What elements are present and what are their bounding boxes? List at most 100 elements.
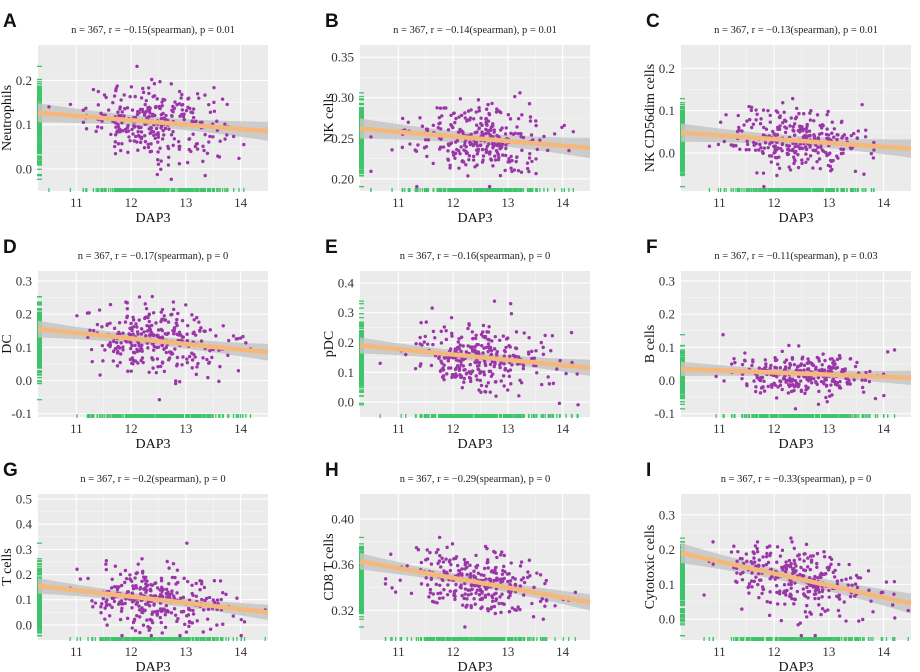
data-point [133,134,138,139]
data-point [465,119,469,123]
data-point [185,160,190,165]
data-point [441,145,446,149]
data-point [459,145,463,149]
data-point [513,94,517,99]
data-point [773,148,777,152]
data-point [159,319,163,324]
data-point [446,158,451,162]
data-point [802,111,806,116]
data-point [223,122,227,126]
data-point [149,142,153,146]
data-point [493,158,498,162]
data-point [143,302,147,306]
data-point [418,116,422,120]
data-point [151,311,156,315]
data-point [198,329,202,333]
data-point [166,146,171,151]
data-point [106,343,111,347]
data-point [534,171,538,176]
data-point [150,294,154,299]
data-point [431,161,435,166]
x-axis-title: DAP3 [135,437,170,452]
data-point [180,108,185,112]
data-point [188,106,192,111]
data-point [489,352,494,357]
x-tick-label: 11 [392,421,405,436]
data-point [176,311,180,316]
data-point [808,118,813,122]
data-point [84,106,88,111]
data-point [150,357,155,361]
data-point [483,334,488,339]
data-point [116,141,121,146]
data-point [180,92,184,97]
data-point [135,325,139,329]
data-point [776,146,780,150]
data-point [462,368,466,372]
data-point [140,343,144,347]
data-point [114,133,118,137]
data-point [520,148,524,153]
data-point [136,125,141,129]
data-point [438,121,442,125]
data-point [450,375,454,380]
data-point [737,125,741,130]
data-point [442,325,447,329]
data-point [815,113,820,117]
data-point [525,161,530,165]
data-point [791,155,796,159]
data-point [471,158,476,162]
data-point [160,335,165,339]
data-point [491,146,495,150]
data-point [825,153,829,158]
data-point [724,113,728,117]
data-point [406,120,411,124]
data-point [749,105,754,109]
data-point [153,136,157,140]
data-point [491,124,495,128]
data-point [189,149,193,154]
data-point [452,151,456,156]
data-point [145,116,149,120]
data-point [153,105,158,110]
data-point [529,133,534,137]
data-point [800,146,805,151]
data-point [477,126,481,130]
data-point [796,152,800,157]
x-axis-title: DAP3 [135,211,170,226]
data-point [194,333,198,337]
x-tick-label: 11 [713,195,726,210]
data-point [543,333,547,338]
data-point [763,141,768,145]
data-point [792,133,797,137]
data-point [752,140,756,145]
y-tick-label: 0.2 [338,335,354,350]
data-point [496,152,501,157]
x-tick-label: 12 [125,421,138,436]
data-point [777,127,782,131]
y-tick-label: 0.1 [16,117,32,132]
data-point [156,162,161,166]
data-point [466,344,470,348]
data-point [792,129,796,133]
data-point [150,342,155,346]
data-point [494,394,498,398]
data-point [101,359,105,363]
data-point [214,334,218,338]
data-point [437,115,442,120]
data-point [130,344,134,348]
data-point [88,328,92,332]
data-point [795,106,799,111]
data-point [172,307,176,312]
data-point [201,144,205,148]
data-point [156,140,160,144]
data-point [792,158,797,162]
data-point [492,141,496,145]
data-point [734,144,738,148]
data-point [718,120,723,124]
data-point [495,107,499,111]
data-point [120,121,124,125]
data-point [467,118,472,122]
data-point [516,132,521,136]
